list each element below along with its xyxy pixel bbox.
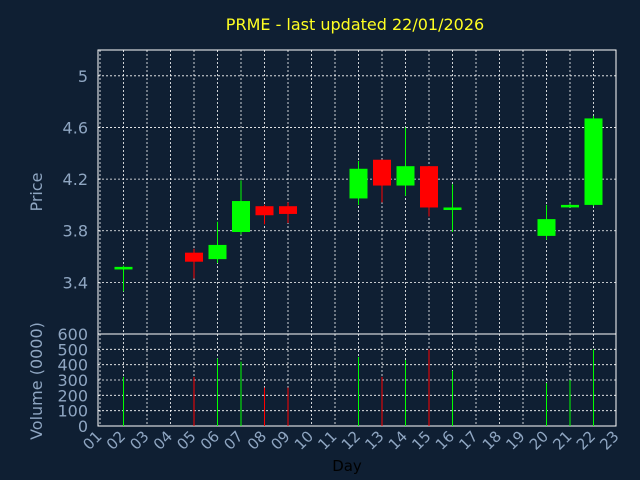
candle-body [349,168,368,199]
x-tick-label: 21 [549,427,575,453]
candle-body [373,159,391,186]
x-tick-label: 20 [526,427,552,453]
volume-axis-label: Volume (0000) [27,322,46,440]
candle-body [185,252,203,262]
price-tick-label: 4.2 [63,170,88,189]
candles [114,115,603,292]
price-axis-ticks: 3.4 3.8 4.2 4.6 5 [63,67,88,293]
x-tick-label: 09 [267,427,293,453]
x-tick-label: 05 [173,427,199,453]
x-tick-label: 14 [385,427,411,453]
x-tick-label: 23 [596,427,622,453]
volume-tick-label: 400 [57,356,88,375]
x-tick-label: 02 [103,427,129,453]
volume-tick-label: 0 [78,417,88,436]
x-tick-label: 22 [573,427,599,453]
x-tick-label: 13 [361,427,387,453]
price-tick-label: 3.4 [63,273,88,292]
volume-grid [98,334,616,426]
candle-body [232,201,250,233]
volume-bars [123,349,594,426]
candle-body [208,244,227,260]
x-tick-label: 16 [432,427,458,453]
candle-body [561,204,579,208]
x-tick-label: 04 [150,427,176,453]
candle-body [255,206,274,216]
candle-body [584,118,603,205]
price-tick-label: 5 [78,67,88,86]
volume-tick-label: 100 [57,402,88,421]
price-tick-label: 4.6 [63,118,88,137]
x-axis-ticks: 0102030405060708091011121314151617181920… [79,427,622,453]
candle-body [420,166,438,208]
x-tick-label: 17 [455,427,481,453]
x-axis-label: Day [332,457,362,475]
candle-body [443,207,462,210]
volume-tick-label: 300 [57,371,88,390]
candle-body [114,266,133,270]
x-tick-label: 15 [408,427,434,453]
volume-panel-frame [97,333,617,427]
x-tick-label: 06 [197,427,223,453]
candle-body [396,166,415,186]
volume-tick-label: 200 [57,386,88,405]
x-tick-label: 08 [244,427,270,453]
chart-title: PRME - last updated 22/01/2026 [226,15,484,34]
volume-tick-label: 600 [57,325,88,344]
x-tick-label: 10 [291,427,317,453]
price-axis-label: Price [27,172,46,211]
x-tick-label: 03 [126,427,152,453]
x-tick-label: 11 [314,427,340,453]
price-tick-label: 3.8 [63,222,88,241]
x-tick-label: 07 [220,427,246,453]
candle-body [537,219,556,236]
x-tick-label: 12 [338,427,364,453]
candle-body [279,206,297,214]
volume-tick-label: 500 [57,340,88,359]
x-tick-label: 18 [479,427,505,453]
x-tick-label: 19 [502,427,528,453]
